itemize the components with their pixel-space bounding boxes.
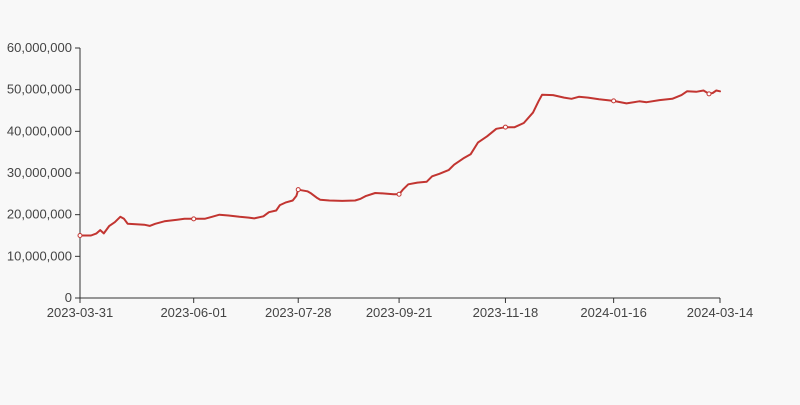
x-tick-label: 2024-03-14: [687, 305, 754, 320]
series-line: [79, 89, 721, 237]
data-point-marker: [706, 91, 712, 97]
data-point-marker: [191, 216, 197, 222]
data-point-marker: [77, 233, 83, 238]
x-axis: 2023-03-31 2023-06-01 2023-07-28 2023-09-21…: [47, 297, 754, 320]
y-tick-label: 60,000,000: [7, 40, 72, 55]
y-tick-label: 50,000,000: [7, 82, 72, 97]
x-tick-label: 2023-11-18: [473, 305, 539, 320]
y-tick-label: 10,000,000: [7, 248, 72, 263]
x-tick-label: 2023-07-28: [265, 305, 332, 320]
data-point-marker: [295, 187, 301, 193]
x-tick-label: 2023-06-01: [160, 305, 227, 320]
y-tick-label: 40,000,000: [7, 123, 72, 138]
x-tick-label: 2023-09-21: [366, 305, 433, 320]
y-axis: 0 10,000,000 20,000,000 30,000,000 40,000,00…: [7, 40, 81, 305]
data-point-marker: [396, 191, 402, 197]
x-tick-label: 2024-01-16: [580, 305, 647, 320]
y-tick-label: 30,000,000: [7, 165, 72, 180]
y-tick-label: 20,000,000: [7, 207, 72, 222]
x-tick-label: 2023-03-31: [47, 305, 114, 320]
y-tick-label: 0: [65, 290, 72, 305]
data-point-marker: [611, 98, 617, 104]
data-point-marker: [502, 124, 508, 130]
series-layer: [77, 89, 721, 238]
